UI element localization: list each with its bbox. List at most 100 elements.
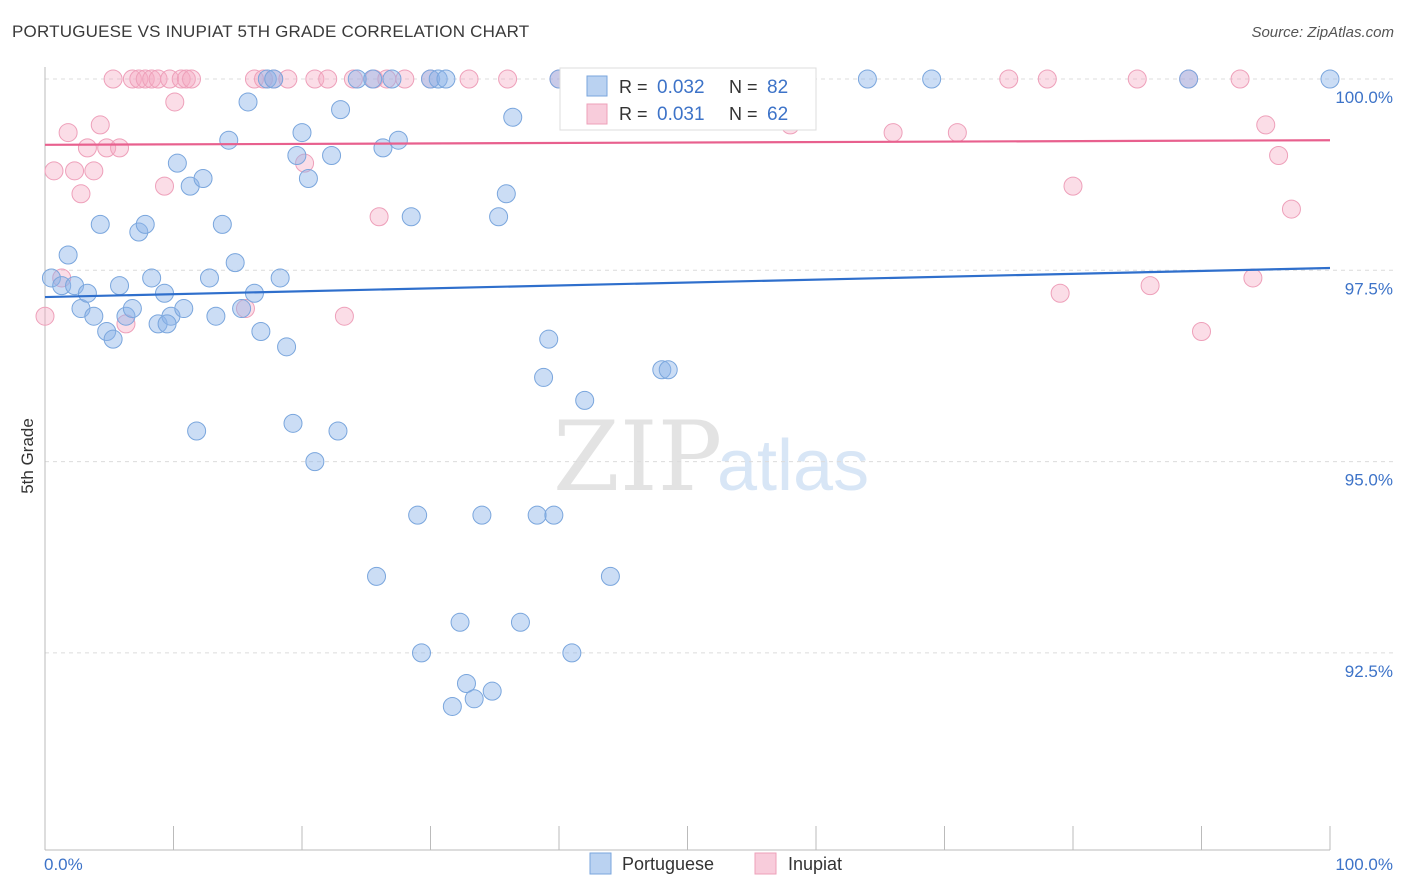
watermark-zip: ZIP	[553, 401, 722, 513]
portuguese-point	[1179, 69, 1199, 89]
portuguese-point	[464, 689, 484, 709]
legend-swatch-blue	[586, 75, 608, 97]
inupiat-point	[1256, 115, 1276, 135]
legend-n-label-2: N =	[729, 104, 758, 124]
portuguese-point	[206, 306, 226, 326]
legend-n-label-1: N =	[729, 77, 758, 97]
portuguese-point	[382, 69, 402, 89]
legend-r-label-1: R =	[619, 77, 648, 97]
portuguese-point	[58, 245, 78, 265]
inupiat-point	[1063, 176, 1083, 196]
portuguese-point	[238, 92, 258, 112]
legend-swatch-pink	[586, 103, 608, 125]
gridlines	[45, 78, 1395, 654]
inupiat-point	[176, 69, 196, 89]
portuguese-point	[652, 360, 672, 380]
portuguese-point	[857, 69, 877, 89]
inupiat-point	[1269, 146, 1289, 166]
axes	[44, 67, 1331, 851]
portuguese-point	[363, 69, 383, 89]
legend-r-value-1: 0.032	[657, 77, 705, 98]
portuguese-point	[472, 505, 492, 525]
portuguese-point	[187, 421, 207, 441]
portuguese-point	[41, 268, 61, 288]
portuguese-point	[157, 314, 177, 334]
inupiat-point	[883, 123, 903, 143]
portuguese-point	[167, 153, 187, 173]
portuguese-point	[600, 566, 620, 586]
portuguese-point	[328, 421, 348, 441]
inupiat-point	[155, 176, 175, 196]
portuguese-point	[388, 130, 408, 150]
portuguese-point	[503, 107, 523, 127]
portuguese-point	[575, 390, 595, 410]
portuguese-point	[251, 322, 271, 342]
portuguese-trend-line	[44, 266, 1331, 299]
portuguese-point	[527, 505, 547, 525]
chart-title: PORTUGUESE VS INUPIAT 5TH GRADE CORRELAT…	[12, 22, 530, 41]
inupiat-point	[171, 69, 191, 89]
portuguese-point	[456, 674, 476, 694]
inupiat-point	[103, 69, 123, 89]
portuguese-point	[562, 643, 582, 663]
x-tick-labels: 0.0% 100.0%	[44, 855, 1393, 874]
inupiat-point	[160, 69, 180, 89]
inupiat-point	[71, 184, 91, 204]
x-tick-label: 0.0%	[44, 855, 83, 874]
legend-bottom-swatch-portuguese	[589, 852, 612, 875]
inupiat-trend-line	[44, 139, 1331, 146]
inupiat-point	[278, 69, 298, 89]
source-label: Source: ZipAtlas.com	[1251, 24, 1394, 41]
portuguese-point	[122, 299, 142, 319]
portuguese-point	[428, 69, 448, 89]
portuguese-point	[232, 299, 252, 319]
portuguese-point	[193, 168, 213, 188]
portuguese-point	[142, 268, 162, 288]
portuguese-point	[401, 207, 421, 227]
portuguese-point	[287, 146, 307, 166]
portuguese-point	[212, 214, 232, 234]
legend-r-label-2: R =	[619, 104, 648, 124]
inupiat-point	[1050, 283, 1070, 303]
portuguese-point	[270, 268, 290, 288]
portuguese-point	[412, 643, 432, 663]
portuguese-point	[110, 276, 130, 296]
portuguese-point	[116, 306, 136, 326]
legend-bottom-label-portuguese: Portuguese	[622, 854, 714, 874]
y-tick-labels: 100.0% 97.5% 95.0% 92.5%	[1335, 88, 1393, 681]
portuguese-point	[84, 306, 104, 326]
inupiat-point	[58, 123, 78, 143]
portuguese-point	[658, 360, 678, 380]
portuguese-point	[436, 69, 456, 89]
legend-n-value-2: 62	[767, 104, 788, 125]
y-tick-label: 100.0%	[1335, 88, 1393, 107]
y-tick-label: 95.0%	[1345, 471, 1393, 490]
portuguese-point	[225, 253, 245, 273]
portuguese-point	[450, 612, 470, 632]
inupiat-point	[295, 153, 315, 173]
y-tick-label: 92.5%	[1345, 662, 1393, 681]
portuguese-point	[331, 100, 351, 120]
portuguese-point	[922, 69, 942, 89]
inupiat-point	[334, 306, 354, 326]
inupiat-point	[1037, 69, 1057, 89]
portuguese-point	[298, 168, 318, 188]
portuguese-point	[496, 184, 516, 204]
portuguese-point	[219, 130, 239, 150]
portuguese-point	[482, 681, 502, 701]
portuguese-point	[534, 367, 554, 387]
inupiat-point	[84, 161, 104, 181]
y-axis-title: 5th Grade	[18, 418, 37, 494]
portuguese-point	[367, 566, 387, 586]
portuguese-point	[442, 696, 462, 716]
legend-n-value-1: 82	[767, 77, 788, 98]
portuguese-point	[544, 505, 564, 525]
portuguese-point	[539, 329, 559, 349]
legend-bottom-swatch-inupiat	[754, 852, 777, 875]
portuguese-point	[322, 146, 342, 166]
inupiat-point	[999, 69, 1019, 89]
portuguese-point	[199, 268, 219, 288]
y-tick-label: 97.5%	[1345, 279, 1393, 298]
inupiat-point	[44, 161, 64, 181]
